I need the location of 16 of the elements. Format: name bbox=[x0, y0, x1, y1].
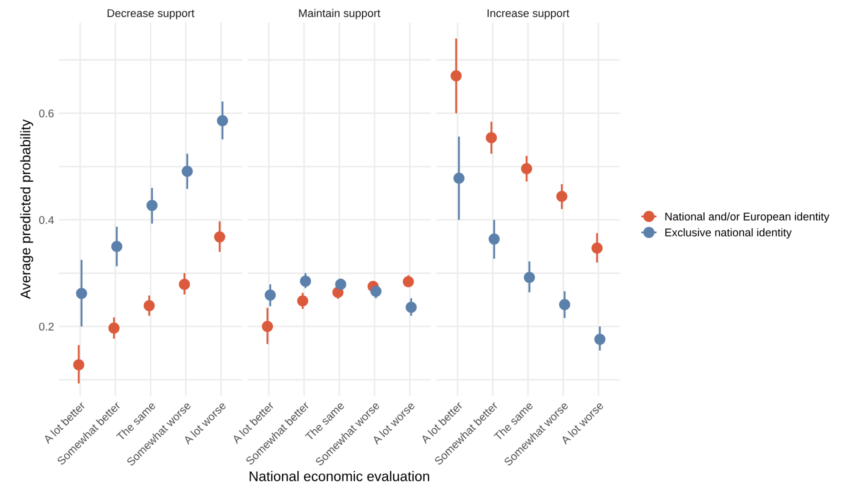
chart-title: Increase support bbox=[488, 9, 570, 20]
point bbox=[216, 115, 228, 126]
chart-title: Decrease support bbox=[108, 9, 194, 20]
y-tick-label: 0.4 bbox=[39, 216, 54, 224]
point bbox=[182, 166, 193, 177]
legend-label: National and/or European identity bbox=[665, 212, 830, 223]
point bbox=[73, 359, 84, 370]
y-tick-label: 0.2 bbox=[39, 322, 54, 331]
y-axis-title: Average predicted probability bbox=[20, 119, 34, 299]
x-axis-title: National economic evaluation bbox=[250, 471, 430, 482]
y-tick-label: 0.6 bbox=[39, 109, 54, 118]
point bbox=[144, 300, 155, 312]
legend-label: Exclusive national identity bbox=[665, 228, 792, 239]
point bbox=[108, 322, 120, 334]
chart-title: Maintain support bbox=[299, 8, 380, 20]
point bbox=[146, 200, 158, 211]
